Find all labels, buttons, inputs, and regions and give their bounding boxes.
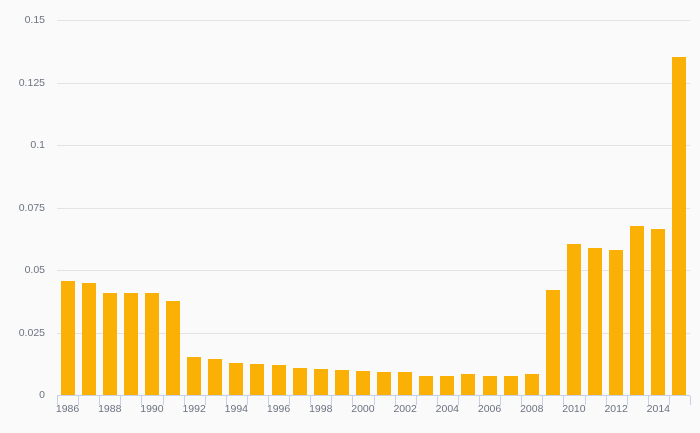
bar[interactable] xyxy=(419,375,434,395)
x-axis-tick xyxy=(668,396,670,405)
x-axis-tick xyxy=(57,396,58,405)
y-axis-tick-label: 0.15 xyxy=(24,13,45,26)
bar[interactable] xyxy=(208,358,223,395)
bar[interactable] xyxy=(482,375,497,395)
x-axis-tick-label: 2012 xyxy=(604,403,628,415)
bar[interactable] xyxy=(334,369,349,395)
x-axis-tick xyxy=(352,396,354,405)
x-axis-tick-label: 2004 xyxy=(435,403,460,415)
x-axis-tick xyxy=(521,396,523,405)
x-axis-tick xyxy=(373,396,375,405)
bar[interactable] xyxy=(144,293,159,395)
x-axis-tick xyxy=(99,396,101,405)
x-axis-tick xyxy=(331,396,333,405)
x-axis-tick-label: 2008 xyxy=(520,403,544,415)
bar[interactable] xyxy=(250,363,265,395)
bar[interactable] xyxy=(630,225,645,395)
x-axis-tick-label: 1998 xyxy=(309,403,333,415)
x-axis-tick-label: 1996 xyxy=(266,403,291,415)
bar[interactable] xyxy=(123,293,138,395)
bar[interactable] xyxy=(187,357,202,395)
x-axis-tick xyxy=(162,396,164,405)
x-axis-tick xyxy=(415,396,417,405)
x-axis-tick xyxy=(141,396,143,405)
x-axis-tick xyxy=(120,396,122,405)
x-axis-tick xyxy=(626,396,628,405)
gridline xyxy=(57,207,690,209)
x-axis-tick-label: 1988 xyxy=(98,403,122,415)
x-axis-tick xyxy=(563,396,565,405)
x-axis-line xyxy=(57,395,690,396)
x-axis-tick xyxy=(268,396,269,405)
x-axis-tick-label: 1986 xyxy=(55,403,80,415)
gridline xyxy=(57,20,690,21)
bar[interactable] xyxy=(355,370,370,395)
x-axis-tick-label: 2006 xyxy=(477,403,502,415)
bar[interactable] xyxy=(566,244,581,395)
y-axis-tick-label: 0 xyxy=(39,388,45,401)
x-axis-tick-label: 2014 xyxy=(646,403,671,415)
bar[interactable] xyxy=(60,281,75,395)
x-axis-tick xyxy=(204,396,206,405)
x-axis-tick xyxy=(479,396,480,405)
gridline xyxy=(57,82,690,84)
bar[interactable] xyxy=(545,290,560,395)
x-axis-tick-label: 1990 xyxy=(140,403,164,415)
x-axis-tick xyxy=(584,396,586,405)
bar[interactable] xyxy=(672,56,687,395)
bar[interactable] xyxy=(588,247,603,395)
bar[interactable] xyxy=(524,374,539,395)
x-axis-tick xyxy=(310,396,312,405)
x-axis-tick-label: 2000 xyxy=(351,403,375,415)
x-axis-tick xyxy=(647,396,649,405)
x-axis-tick-label: 2002 xyxy=(393,403,417,415)
gridline xyxy=(57,145,690,146)
gridline xyxy=(57,332,690,334)
gridline xyxy=(57,270,690,271)
bar[interactable] xyxy=(271,364,286,395)
bar[interactable] xyxy=(313,369,328,395)
bar[interactable] xyxy=(292,368,307,395)
y-axis-tick-label: 0.025 xyxy=(18,326,45,339)
x-axis-tick xyxy=(500,396,502,405)
x-axis-tick xyxy=(78,396,80,405)
x-axis-tick xyxy=(690,396,691,405)
bar[interactable] xyxy=(229,362,244,395)
y-axis-tick-label: 0.075 xyxy=(18,201,45,214)
x-axis-tick xyxy=(289,396,291,405)
x-axis-tick xyxy=(542,396,544,405)
bar[interactable] xyxy=(503,375,518,395)
bar[interactable] xyxy=(461,374,476,395)
bar[interactable] xyxy=(440,375,455,395)
y-axis-tick-label: 0.1 xyxy=(30,138,45,151)
x-axis-tick xyxy=(457,396,459,405)
x-axis-tick xyxy=(225,396,227,405)
y-axis-tick-label: 0.125 xyxy=(18,76,45,89)
x-axis-tick-label: 1994 xyxy=(224,403,249,415)
x-axis-tick xyxy=(246,396,248,405)
bar[interactable] xyxy=(609,249,624,395)
x-axis-tick xyxy=(183,396,185,405)
bar[interactable] xyxy=(377,372,392,395)
x-axis-tick xyxy=(605,396,607,405)
plot-area xyxy=(57,20,690,395)
x-axis-tick xyxy=(436,396,438,405)
x-axis-tick xyxy=(394,396,396,405)
y-axis-tick-label: 0.05 xyxy=(24,263,45,276)
x-axis-tick-label: 1992 xyxy=(182,403,206,415)
x-axis-tick-label: 2010 xyxy=(562,403,586,415)
bar-series xyxy=(57,20,690,395)
bar[interactable] xyxy=(398,371,413,395)
bar[interactable] xyxy=(166,301,181,395)
bar[interactable] xyxy=(651,229,666,395)
bar[interactable] xyxy=(102,292,117,395)
bar[interactable] xyxy=(81,282,96,395)
